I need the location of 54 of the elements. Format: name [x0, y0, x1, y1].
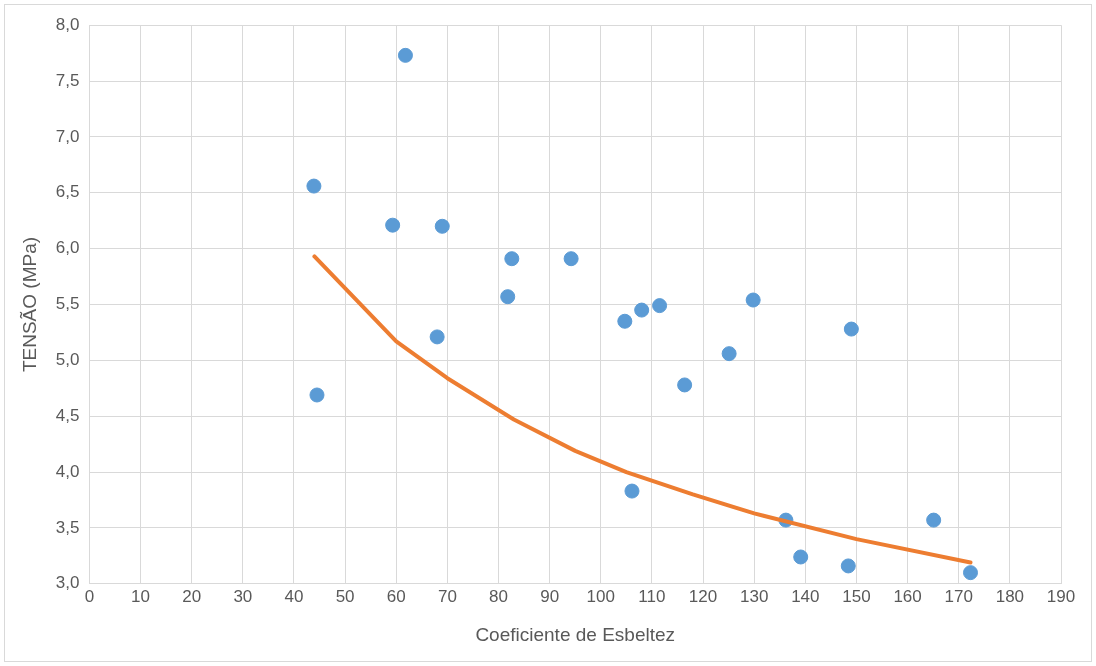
y-tick-label: 7,5	[55, 70, 80, 90]
x-tick-label: 140	[791, 586, 820, 606]
y-tick-label: 5,0	[55, 350, 80, 370]
point	[504, 251, 520, 267]
x-tick-label: 90	[540, 586, 560, 606]
x-tick-label: 150	[842, 586, 871, 606]
point	[624, 483, 640, 499]
point	[309, 387, 325, 403]
y-tick-label: 4,0	[55, 461, 80, 481]
x-tick-label: 190	[1046, 586, 1076, 606]
x-tick-label: 80	[489, 586, 508, 606]
y-tick-label: 8,0	[55, 14, 80, 34]
x-tick-label: 110	[638, 586, 666, 606]
point	[962, 565, 978, 581]
point	[840, 558, 856, 574]
point	[563, 251, 579, 267]
x-tick-label: 40	[284, 586, 304, 606]
point	[429, 329, 445, 345]
x-tick-label: 130	[740, 586, 769, 606]
point	[634, 302, 650, 318]
y-tick-label: 7,0	[55, 126, 80, 146]
point	[926, 512, 942, 528]
x-tick-label: 160	[893, 586, 922, 606]
point	[677, 377, 693, 393]
x-tick-label: 70	[437, 586, 457, 606]
x-tick-label: 120	[688, 586, 718, 606]
x-tick-label: 180	[995, 586, 1025, 606]
y-axis-title: TENSÃO (MPa)	[18, 236, 40, 373]
point	[397, 47, 413, 63]
point	[306, 178, 322, 194]
point	[500, 289, 516, 305]
x-tick-label: 10	[131, 586, 151, 606]
point	[434, 218, 450, 234]
y-tick-label: 3,5	[55, 517, 80, 537]
x-tick-label: 30	[233, 586, 253, 606]
point	[652, 298, 668, 314]
point	[843, 321, 859, 337]
point	[793, 549, 809, 565]
x-tick-label: 170	[944, 586, 973, 606]
x-tick-label: 60	[386, 586, 406, 606]
point	[721, 346, 737, 362]
y-tick-label: 4,5	[55, 405, 80, 425]
y-tick-label: 6,5	[55, 182, 80, 202]
x-tick-label: 100	[586, 586, 615, 606]
point	[617, 313, 633, 329]
x-tick-label: 50	[335, 586, 355, 606]
point	[745, 292, 761, 308]
point	[385, 217, 401, 233]
x-axis-title: Coeficiente de Esbeltez	[475, 623, 676, 645]
y-tick-label: 5,5	[55, 294, 80, 314]
x-tick-label: 20	[182, 586, 202, 606]
y-tick-label: 6,0	[55, 238, 80, 258]
y-tick-label: 3,0	[55, 573, 80, 593]
x-tick-label: 0	[84, 586, 95, 606]
